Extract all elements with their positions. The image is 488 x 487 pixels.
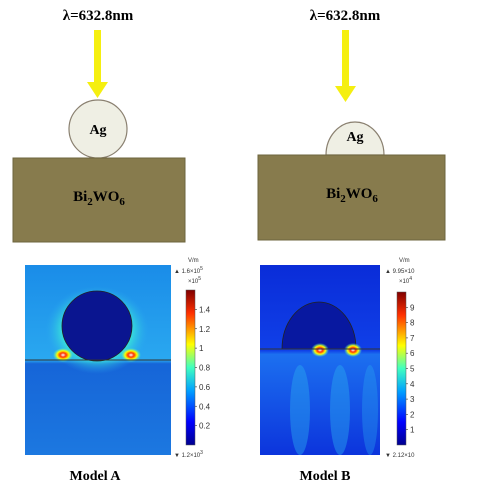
tick-label: 5 <box>410 365 415 374</box>
colorbar <box>397 292 406 445</box>
light-arrow <box>335 30 356 102</box>
tick-label: 3 <box>410 395 415 404</box>
caption: Model A <box>70 469 122 484</box>
tick-label: 8 <box>410 319 415 328</box>
light-arrow <box>87 30 108 98</box>
tick-label: 4 <box>410 380 415 389</box>
max-text: ▲ 9.95×10 <box>385 269 415 275</box>
wavelength: λ=632.8nm <box>310 8 381 24</box>
max-label: ▲ 1.6×105 <box>174 266 203 275</box>
particle-label: Ag <box>89 123 106 138</box>
tick-label: 0.2 <box>199 422 211 431</box>
max-text: ▲ 1.6×10 <box>174 269 201 275</box>
min-text: ▼ 2.12×10 <box>385 453 415 459</box>
unit-label: V/m <box>399 258 410 264</box>
min-label: ▼ 1.2×103 <box>174 450 203 459</box>
tick-label: 0.6 <box>199 383 211 392</box>
tick-label: 1.2 <box>199 325 211 334</box>
tick-label: 1.4 <box>199 305 211 314</box>
tick-label: 1 <box>199 344 204 353</box>
tick-label: 1 <box>410 426 415 435</box>
figure: λ=632.8nm Ag Bi2WO6 λ=632.8nm Ag Bi2WO6 … <box>0 0 488 487</box>
max-label: ▲ 9.95×10 <box>385 269 415 275</box>
particle-label: Ag <box>346 130 363 145</box>
tick-label: 6 <box>410 349 415 358</box>
max-exp: 5 <box>200 266 203 272</box>
min-text: ▼ 1.2×10 <box>174 453 201 459</box>
field-map <box>25 265 171 455</box>
scale-label: ×104 <box>399 276 412 285</box>
wavelength: λ=632.8nm <box>63 8 134 24</box>
scale-exp: 5 <box>198 276 201 282</box>
field-map <box>260 265 380 455</box>
unit-label: V/m <box>188 258 199 264</box>
tick-label: 2 <box>410 410 415 419</box>
tick-label: 7 <box>410 334 415 343</box>
caption: Model B <box>300 469 351 484</box>
tick-label: 9 <box>410 303 415 312</box>
min-label: ▼ 2.12×10 <box>385 453 415 459</box>
scale-label: ×105 <box>188 276 201 285</box>
scale-exp: 4 <box>409 276 412 282</box>
tick-label: 0.8 <box>199 364 211 373</box>
colorbar <box>186 290 195 445</box>
min-exp: 3 <box>200 450 203 456</box>
tick-label: 0.4 <box>199 402 211 411</box>
